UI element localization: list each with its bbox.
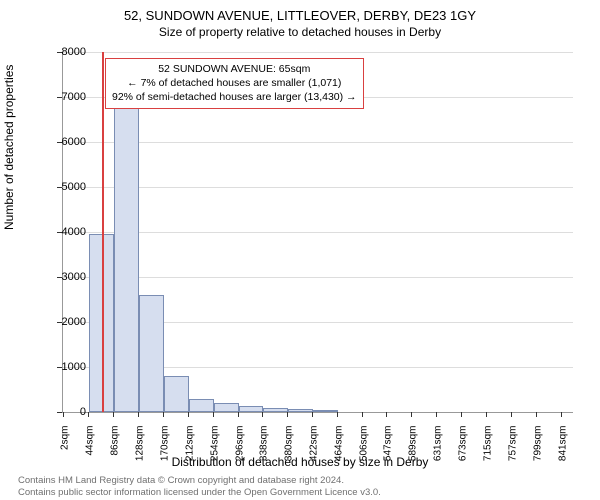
footer-line-2: Contains public sector information licen… <box>18 487 381 499</box>
y-tick-label: 5000 <box>46 181 86 193</box>
y-tick-label: 4000 <box>46 226 86 238</box>
x-tick-mark <box>436 412 437 417</box>
histogram-bar <box>189 399 214 412</box>
gridline <box>63 52 573 53</box>
gridline <box>63 232 573 233</box>
x-tick-mark <box>511 412 512 417</box>
chart-title-sub: Size of property relative to detached ho… <box>0 23 600 39</box>
x-tick-mark <box>411 412 412 417</box>
x-tick-mark <box>561 412 562 417</box>
info-box-line: 92% of semi-detached houses are larger (… <box>112 90 357 104</box>
histogram-bar <box>114 108 139 412</box>
histogram-bar <box>139 295 164 412</box>
footer-attribution: Contains HM Land Registry data © Crown c… <box>18 475 381 499</box>
y-tick-mark <box>57 142 62 143</box>
x-tick-mark <box>536 412 537 417</box>
y-tick-label: 7000 <box>46 91 86 103</box>
x-tick-mark <box>88 412 89 417</box>
plot-area: 52 SUNDOWN AVENUE: 65sqm← 7% of detached… <box>62 52 573 413</box>
x-tick-mark <box>213 412 214 417</box>
x-tick-mark <box>63 412 64 417</box>
x-tick-mark <box>138 412 139 417</box>
y-axis-label: Number of detached properties <box>2 65 16 230</box>
x-tick-mark <box>113 412 114 417</box>
x-tick-mark <box>362 412 363 417</box>
histogram-bar <box>263 408 288 412</box>
x-tick-mark <box>386 412 387 417</box>
histogram-bar <box>164 376 189 412</box>
gridline <box>63 277 573 278</box>
x-axis-label: Distribution of detached houses by size … <box>0 455 600 469</box>
x-tick-mark <box>287 412 288 417</box>
y-tick-label: 2000 <box>46 316 86 328</box>
footer-line-1: Contains HM Land Registry data © Crown c… <box>18 475 381 487</box>
histogram-bar <box>214 403 239 412</box>
y-tick-label: 3000 <box>46 271 86 283</box>
gridline <box>63 187 573 188</box>
y-tick-label: 1000 <box>46 361 86 373</box>
y-tick-mark <box>57 412 62 413</box>
histogram-bar <box>239 406 264 412</box>
property-marker-line <box>102 52 104 412</box>
info-box-line: ← 7% of detached houses are smaller (1,0… <box>112 76 357 90</box>
x-tick-mark <box>163 412 164 417</box>
histogram-bar <box>288 409 313 412</box>
x-tick-mark <box>486 412 487 417</box>
x-tick-mark <box>262 412 263 417</box>
y-tick-label: 6000 <box>46 136 86 148</box>
y-tick-mark <box>57 367 62 368</box>
x-tick-mark <box>238 412 239 417</box>
gridline <box>63 142 573 143</box>
info-box-line: 52 SUNDOWN AVENUE: 65sqm <box>112 62 357 76</box>
y-tick-mark <box>57 52 62 53</box>
x-tick-mark <box>312 412 313 417</box>
y-tick-mark <box>57 187 62 188</box>
histogram-bar <box>313 410 338 412</box>
y-tick-mark <box>57 277 62 278</box>
y-tick-mark <box>57 232 62 233</box>
chart-title-main: 52, SUNDOWN AVENUE, LITTLEOVER, DERBY, D… <box>0 0 600 23</box>
x-tick-mark <box>188 412 189 417</box>
y-tick-mark <box>57 97 62 98</box>
x-tick-mark <box>337 412 338 417</box>
y-tick-label: 0 <box>46 406 86 418</box>
property-info-box: 52 SUNDOWN AVENUE: 65sqm← 7% of detached… <box>105 58 364 109</box>
x-tick-mark <box>461 412 462 417</box>
chart-container: 52, SUNDOWN AVENUE, LITTLEOVER, DERBY, D… <box>0 0 600 500</box>
y-tick-mark <box>57 322 62 323</box>
y-tick-label: 8000 <box>46 46 86 58</box>
